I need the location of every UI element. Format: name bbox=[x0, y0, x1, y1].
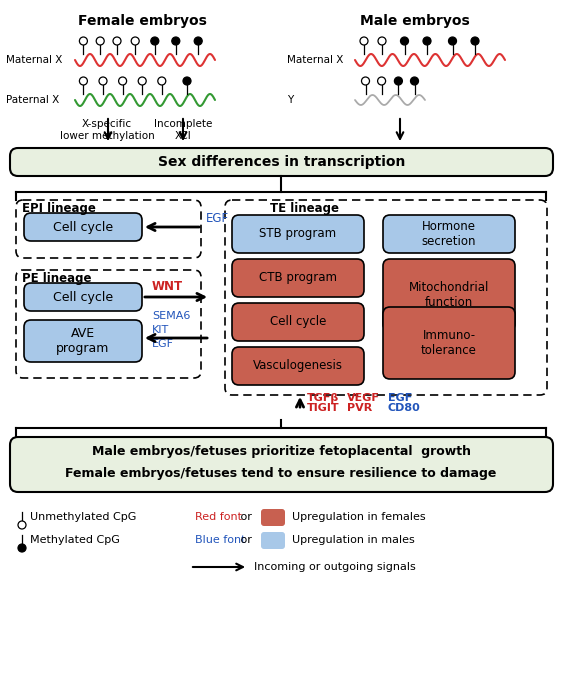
Circle shape bbox=[119, 77, 127, 85]
Text: Female embryos/fetuses tend to ensure resilience to damage: Female embryos/fetuses tend to ensure re… bbox=[65, 468, 497, 480]
Circle shape bbox=[194, 37, 202, 45]
FancyBboxPatch shape bbox=[383, 307, 515, 379]
Text: AVE
program: AVE program bbox=[56, 327, 110, 355]
Text: Incoming or outgoing signals: Incoming or outgoing signals bbox=[254, 562, 415, 572]
Text: KIT: KIT bbox=[152, 325, 169, 335]
Text: EGF: EGF bbox=[152, 339, 174, 349]
FancyBboxPatch shape bbox=[232, 303, 364, 341]
Text: Cell cycle: Cell cycle bbox=[270, 316, 326, 328]
Text: Mitochondrial
function: Mitochondrial function bbox=[409, 281, 489, 309]
Circle shape bbox=[96, 37, 104, 45]
FancyBboxPatch shape bbox=[24, 283, 142, 311]
Text: TGFβ: TGFβ bbox=[307, 393, 339, 403]
FancyBboxPatch shape bbox=[24, 320, 142, 362]
Circle shape bbox=[18, 521, 26, 529]
Text: CTB program: CTB program bbox=[259, 272, 337, 284]
Circle shape bbox=[172, 37, 180, 45]
Circle shape bbox=[360, 37, 368, 45]
Text: Cell cycle: Cell cycle bbox=[53, 290, 113, 304]
Circle shape bbox=[361, 77, 369, 85]
FancyBboxPatch shape bbox=[261, 532, 285, 549]
Text: WNT: WNT bbox=[152, 281, 183, 293]
Text: Cell cycle: Cell cycle bbox=[53, 220, 113, 234]
Text: TE lineage: TE lineage bbox=[270, 202, 339, 215]
Circle shape bbox=[151, 37, 159, 45]
Circle shape bbox=[18, 544, 26, 552]
Circle shape bbox=[423, 37, 431, 45]
Text: Red font: Red font bbox=[195, 512, 242, 522]
Circle shape bbox=[378, 77, 386, 85]
Text: Incomplete
XCI: Incomplete XCI bbox=[154, 119, 212, 141]
Circle shape bbox=[79, 77, 87, 85]
Text: CD80: CD80 bbox=[388, 403, 421, 413]
Circle shape bbox=[99, 77, 107, 85]
Text: PE lineage: PE lineage bbox=[22, 272, 92, 285]
Text: EGF: EGF bbox=[206, 213, 229, 225]
Circle shape bbox=[79, 37, 87, 45]
Text: Maternal X: Maternal X bbox=[287, 55, 343, 65]
Circle shape bbox=[183, 77, 191, 85]
Text: Sex differences in transcription: Sex differences in transcription bbox=[158, 155, 405, 169]
Text: Blue font: Blue font bbox=[195, 535, 245, 545]
FancyBboxPatch shape bbox=[10, 437, 553, 492]
FancyBboxPatch shape bbox=[261, 509, 285, 526]
Text: Immuno-
tolerance: Immuno- tolerance bbox=[421, 329, 477, 357]
Text: Methylated CpG: Methylated CpG bbox=[30, 535, 120, 545]
Text: Upregulation in males: Upregulation in males bbox=[292, 535, 415, 545]
Circle shape bbox=[131, 37, 139, 45]
FancyBboxPatch shape bbox=[232, 259, 364, 297]
Text: TIGIT: TIGIT bbox=[307, 403, 339, 413]
Text: STB program: STB program bbox=[260, 228, 337, 241]
Text: or: or bbox=[237, 535, 252, 545]
Text: PVR: PVR bbox=[347, 403, 372, 413]
FancyBboxPatch shape bbox=[10, 148, 553, 176]
Text: X-specific
lower methylation: X-specific lower methylation bbox=[60, 119, 154, 141]
Circle shape bbox=[400, 37, 409, 45]
Text: Vasculogenesis: Vasculogenesis bbox=[253, 360, 343, 372]
FancyBboxPatch shape bbox=[24, 213, 142, 241]
Circle shape bbox=[449, 37, 457, 45]
Text: Y: Y bbox=[287, 95, 293, 105]
Text: Female embryos: Female embryos bbox=[78, 14, 207, 28]
Circle shape bbox=[138, 77, 146, 85]
Circle shape bbox=[378, 37, 386, 45]
FancyBboxPatch shape bbox=[383, 259, 515, 331]
Text: or: or bbox=[237, 512, 252, 522]
Text: Upregulation in females: Upregulation in females bbox=[292, 512, 426, 522]
Circle shape bbox=[113, 37, 121, 45]
FancyBboxPatch shape bbox=[383, 215, 515, 253]
Text: Male embryos: Male embryos bbox=[360, 14, 470, 28]
Circle shape bbox=[410, 77, 418, 85]
FancyBboxPatch shape bbox=[232, 347, 364, 385]
Circle shape bbox=[395, 77, 403, 85]
Text: EGF: EGF bbox=[388, 393, 412, 403]
Circle shape bbox=[471, 37, 479, 45]
Circle shape bbox=[158, 77, 166, 85]
Text: VEGF: VEGF bbox=[347, 393, 380, 403]
Text: Hormone
secretion: Hormone secretion bbox=[422, 220, 476, 248]
Text: Paternal X: Paternal X bbox=[6, 95, 59, 105]
Text: Male embryos/fetuses prioritize fetoplacental  growth: Male embryos/fetuses prioritize fetoplac… bbox=[92, 445, 471, 458]
Text: Maternal X: Maternal X bbox=[6, 55, 62, 65]
Text: Unmethylated CpG: Unmethylated CpG bbox=[30, 512, 136, 522]
Text: SEMA6: SEMA6 bbox=[152, 311, 190, 321]
Text: EPI lineage: EPI lineage bbox=[22, 202, 96, 215]
FancyBboxPatch shape bbox=[232, 215, 364, 253]
